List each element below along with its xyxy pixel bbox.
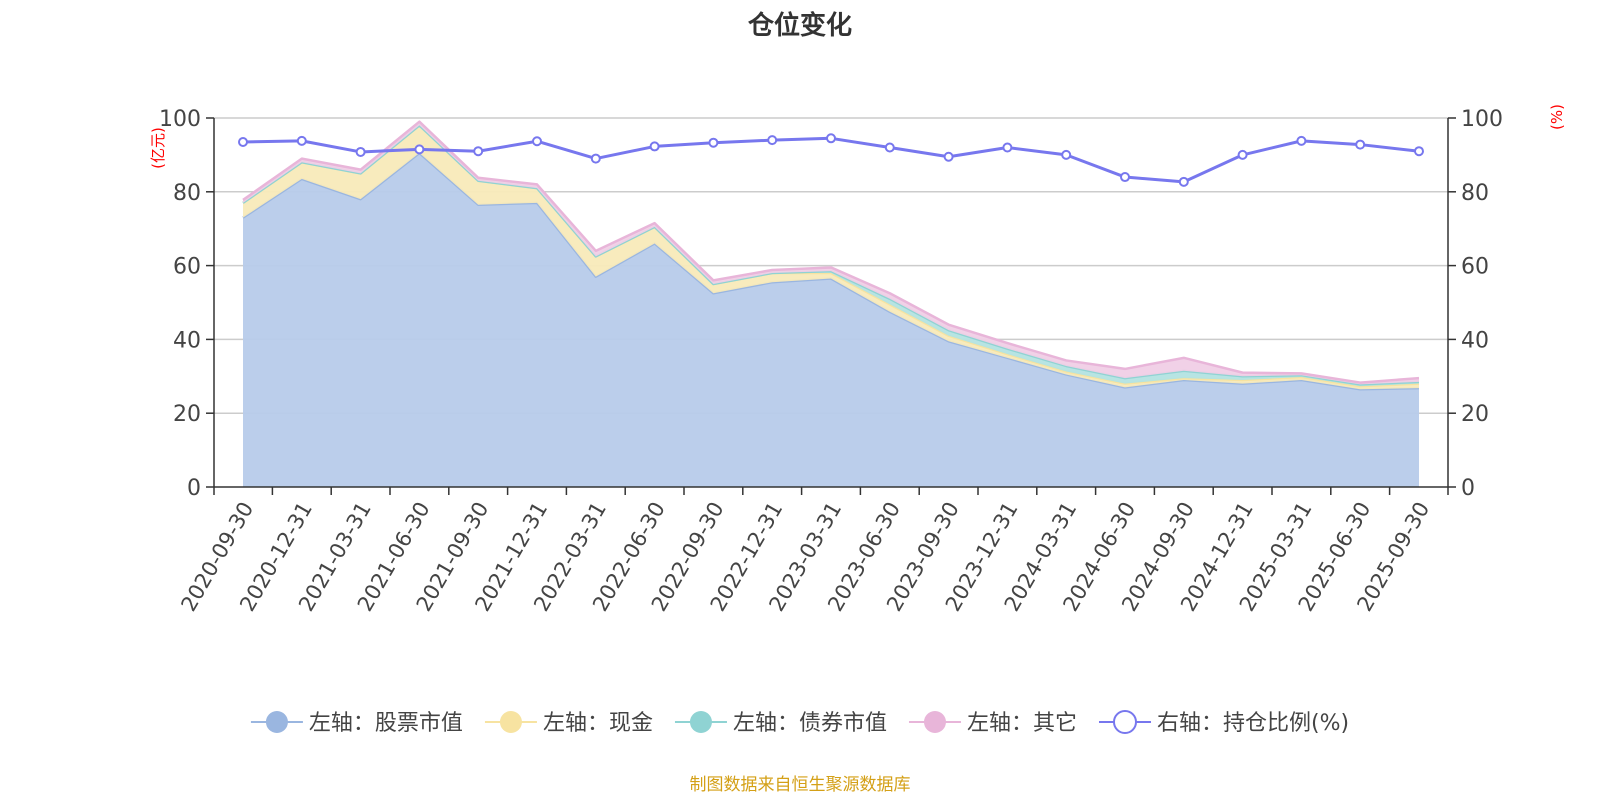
right-tick-label-0: 0 [1461,476,1475,501]
left-tick-label-40: 40 [173,328,201,353]
legend-circle-icon [265,711,288,733]
ratio-line-series [238,133,1424,187]
left-tick-label-100: 100 [159,107,201,132]
ratio-point-2022-06-30 [649,141,660,152]
ratio-point-2024-09-30 [1178,176,1189,187]
left-tick-label-0: 0 [187,476,201,501]
legend-item-2: 左轴：现金 [484,711,653,736]
area-fill-series-2 [243,125,1419,390]
ratio-point-2021-06-30 [414,144,425,155]
left-tick-label-20: 20 [173,402,201,427]
ratio-point-2024-03-31 [1061,149,1072,160]
area-edge-series-4 [242,120,1420,384]
left-tick-label-80: 80 [173,181,201,206]
legend-item-1: 左轴：股票市值 [250,711,463,736]
ratio-point-2022-09-30 [708,137,719,148]
legend-circle-icon [1112,710,1137,734]
chart-title: 仓位变化 [747,10,852,41]
area-fill-series-4 [243,121,1419,385]
area-series [242,120,1420,487]
ratio-point-2021-12-31 [532,136,542,147]
source-note: 制图数据来自恒生聚源数据库 [690,775,911,795]
ratio-point-2022-12-31 [767,135,778,146]
legend-label: 右轴：持仓比例(%) [1157,711,1349,736]
ratio-point-2023-12-31 [1002,142,1013,153]
legend-item-5: 右轴：持仓比例(%) [1098,710,1349,736]
ratio-point-2023-06-30 [884,142,895,153]
ratio-point-2021-03-31 [355,146,366,157]
right-axis-title: (%) [1548,104,1566,130]
ratio-point-2025-09-30 [1414,146,1424,157]
ratio-point-2022-03-31 [590,153,601,164]
ratio-point-2021-09-30 [473,146,484,157]
right-tick-label-60: 60 [1461,255,1489,280]
ratio-point-2025-06-30 [1355,139,1366,150]
legend-circle-icon [923,711,946,733]
legend-label: 左轴：现金 [543,711,653,736]
legend-circle-icon [499,711,522,733]
legend-circle-icon [689,711,712,733]
legend-label: 左轴：债券市值 [733,711,887,736]
left-tick-label-60: 60 [173,255,201,280]
ratio-point-2023-03-31 [826,133,836,144]
legend: 左轴：股票市值 左轴：现金 左轴：债券市值 左轴：其它 右轴：持仓比例(%) [250,710,1349,736]
legend-label: 左轴：股票市值 [309,711,463,736]
right-tick-label-20: 20 [1461,402,1489,427]
legend-item-4: 左轴：其它 [908,711,1077,736]
right-tick-label-100: 100 [1461,107,1503,132]
left-axis-title: (亿元) [149,127,167,169]
ratio-point-2023-09-30 [943,151,954,162]
ratio-point-2020-12-31 [296,135,307,146]
ratio-point-2025-03-31 [1296,135,1307,146]
ratio-point-2024-06-30 [1120,172,1130,183]
right-tick-label-40: 40 [1461,328,1489,353]
area-fill-series-1 [243,153,1419,487]
ratio-point-2020-09-30 [238,136,248,147]
right-tick-label-80: 80 [1461,181,1489,206]
legend-label: 左轴：其它 [967,711,1077,736]
legend-item-3: 左轴：债券市值 [674,711,887,736]
ratio-point-2024-12-31 [1237,149,1248,160]
